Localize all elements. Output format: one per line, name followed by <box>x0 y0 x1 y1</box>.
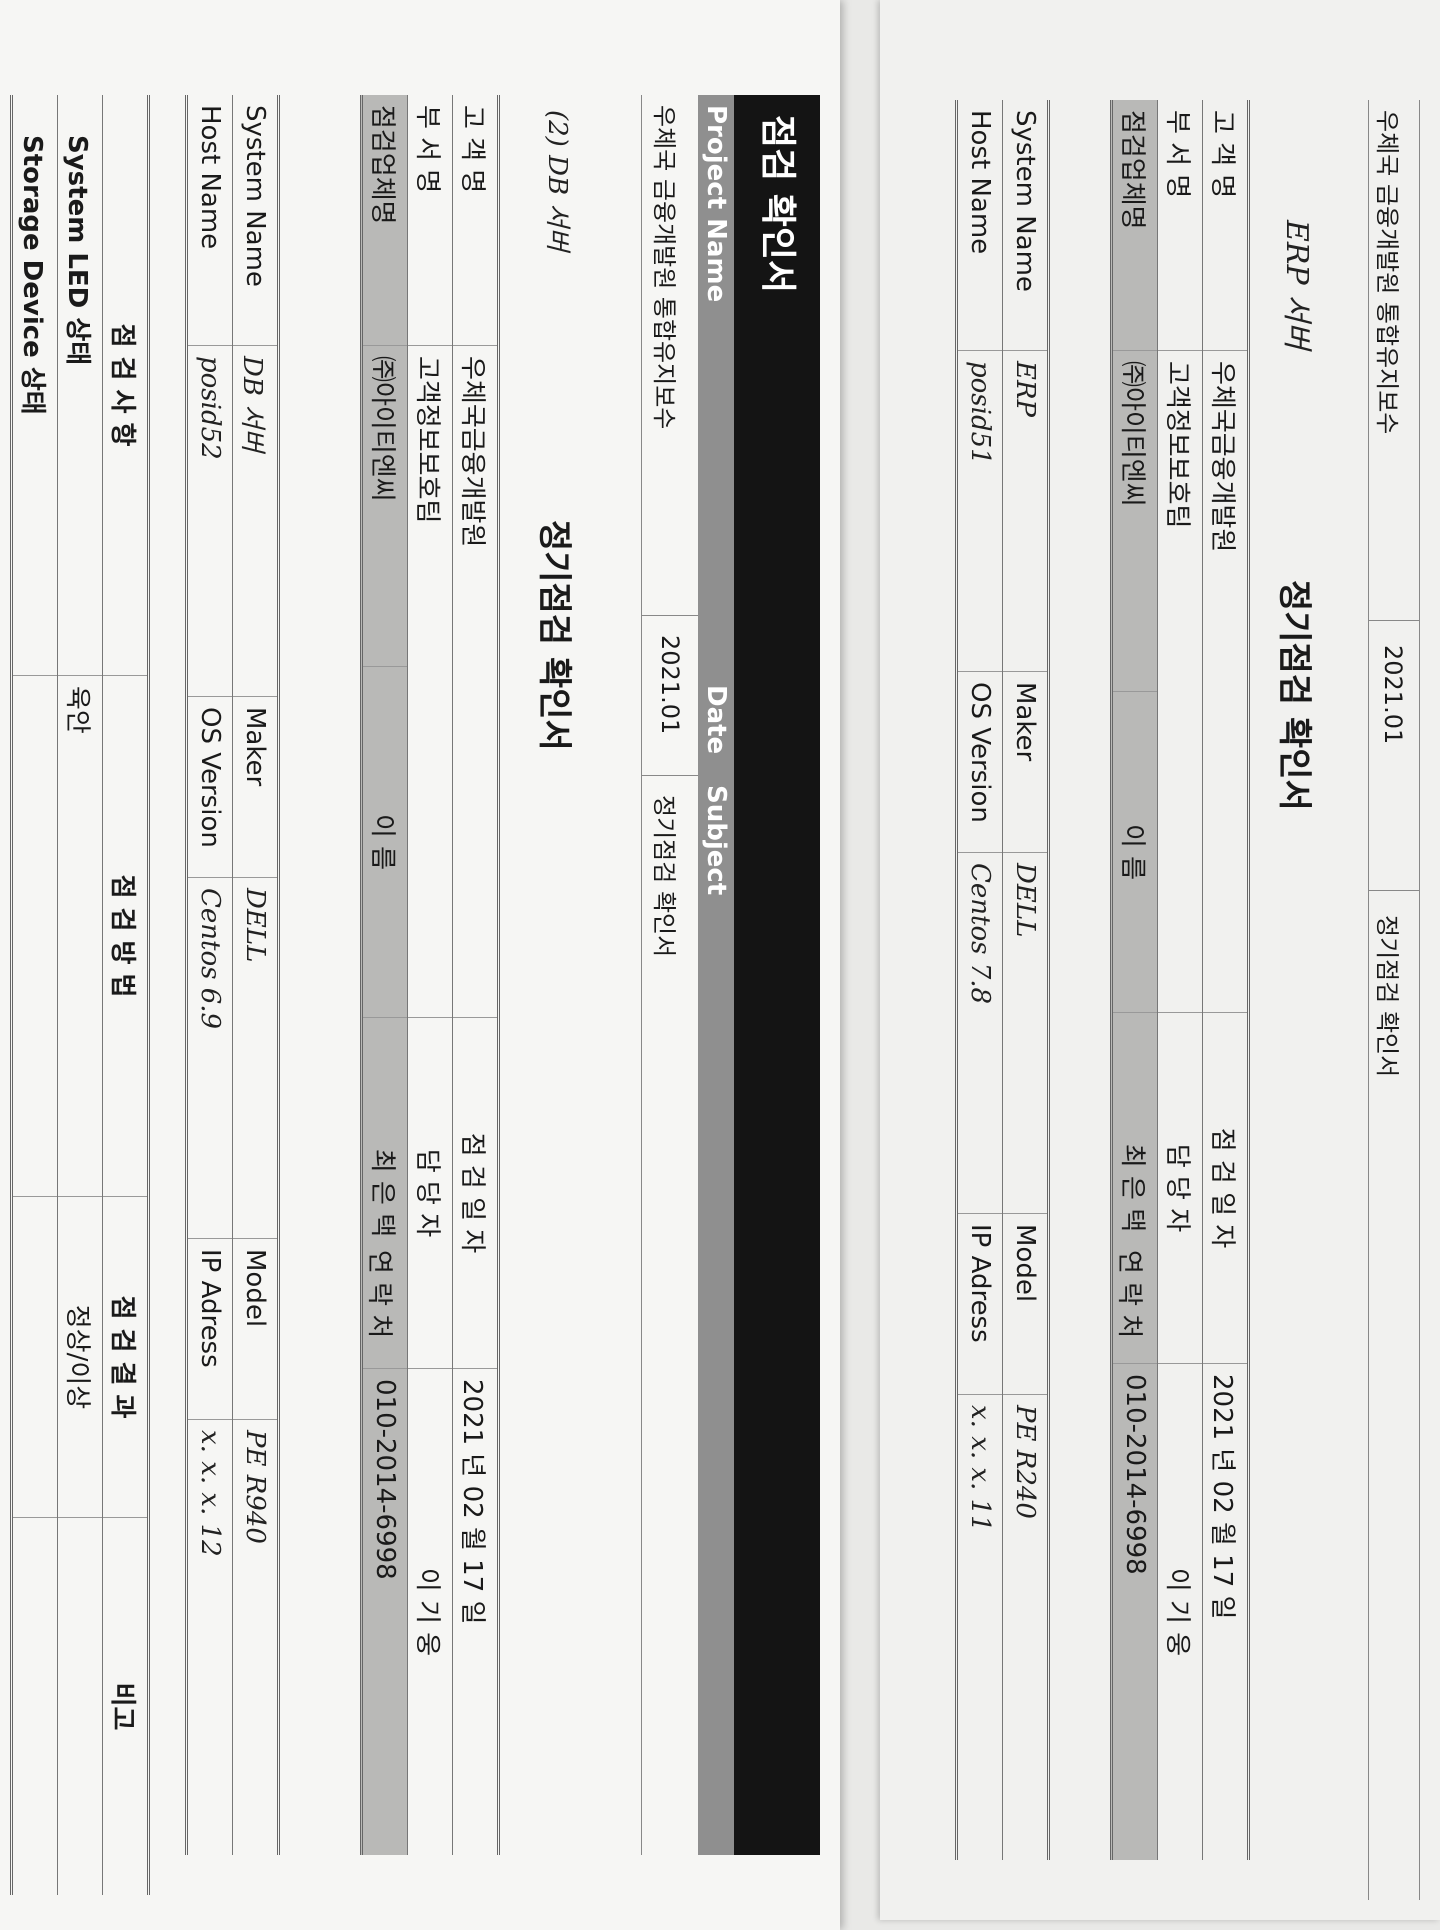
col-project-name: Project Name <box>701 105 731 303</box>
date-value: 2021.01 <box>656 635 684 735</box>
system-info-table: System Name ERP Maker DELL Model PE R240 Host… <box>955 100 1050 1860</box>
col-subject: Subject <box>701 785 731 896</box>
label-os-version: OS Version <box>186 696 233 878</box>
label-host-name: Host Name <box>956 100 1003 351</box>
check-item-led: System LED 상태 <box>57 95 103 676</box>
sheet-header-row: 우체국 금융개발원 통합유지보수 2021.01 정기점검 확인서 <box>1368 100 1420 1900</box>
header-subject: 정기점검 확인서 <box>1373 915 1401 1078</box>
label-host-name: Host Name <box>186 95 233 346</box>
project-value: 우체국 금융개발원 통합유지보수 <box>650 105 678 430</box>
label-vendor: 점검업체명 <box>1111 100 1158 351</box>
value-contact: 010-2014-6998 <box>361 1368 408 1855</box>
label-contact: 연 락 처 <box>1114 1250 1144 1339</box>
value-host-name: posid52 <box>186 345 233 697</box>
value-os-version: Centos 6.9 <box>186 877 233 1239</box>
value-maker: DELL <box>1002 852 1049 1214</box>
header-check-result: 점 검 결 과 <box>102 1196 149 1518</box>
label-system-name: System Name <box>1002 100 1049 351</box>
value-customer: 우체국금융개발원 <box>452 345 499 1018</box>
header-check-method: 점 검 방 법 <box>102 675 149 1197</box>
value-manager: 이 기 웅 <box>1157 1363 1203 1860</box>
server-label: (2) DB 서버 <box>542 110 572 252</box>
label-customer: 고 객 명 <box>452 95 499 346</box>
label-name: 이 름 <box>1111 691 1158 1013</box>
customer-info-table: 고 객 명 우체국금융개발원 점 검 일 자 2021 년 02 월 17 일 부 서… <box>360 95 500 1855</box>
label-model: Model <box>1002 1213 1049 1395</box>
col-date: Date <box>701 685 731 755</box>
check-method-led: 육안 <box>57 675 103 1197</box>
value-os-version: Centos 7.8 <box>956 852 1003 1214</box>
value-vendor: ㈜아이티엔씨 <box>361 345 408 667</box>
check-item-storage: Storage Device 상태 <box>11 95 58 676</box>
sheet-title: 정기점검 확인서 <box>1274 580 1314 811</box>
value-inspection-date: 2021 년 02 월 17 일 <box>1202 1363 1249 1860</box>
value-ip-address: x. x. x. 11 <box>956 1394 1003 1860</box>
value-model: PE R240 <box>1002 1394 1049 1860</box>
label-ip-address: IP Adress <box>186 1238 233 1420</box>
label-vendor: 점검업체명 <box>361 95 408 346</box>
subject-value: 정기점검 확인서 <box>650 795 678 958</box>
value-ip-address: x. x. x. 12 <box>186 1419 233 1855</box>
server-label: ERP 서버 <box>1279 220 1314 350</box>
db-inspection-sheet: 점검 확인서 Project Name Date Subject 우체국 금융개… <box>0 0 840 1930</box>
label-department: 부 서 명 <box>407 95 453 346</box>
label-name: 이 름 <box>361 666 408 1018</box>
value-maker: DELL <box>232 877 279 1239</box>
label-model: Model <box>232 1238 279 1420</box>
value-inspection-date: 2021 년 02 월 17 일 <box>452 1368 499 1855</box>
customer-info-table: 고 객 명 우체국금융개발원 점 검 일 자 2021 년 02 월 17 일 부 서… <box>1110 100 1250 1860</box>
label-os-version: OS Version <box>956 671 1003 853</box>
system-info-table: System Name DB 서버 Maker DELL Model PE R940 Ho… <box>185 95 280 1855</box>
label-maker: Maker <box>1002 671 1049 853</box>
value-host-name: posid51 <box>956 350 1003 672</box>
label-maker: Maker <box>232 696 279 878</box>
label-manager: 담 당 자 <box>1157 1012 1203 1364</box>
label-system-name: System Name <box>232 95 279 346</box>
header-remarks: 비고 <box>102 1517 149 1895</box>
value-department: 고객정보보호팀 <box>1157 350 1203 1013</box>
label-ip-address: IP Adress <box>956 1213 1003 1395</box>
label-contact: 연 락 처 <box>364 1250 394 1339</box>
value-contact: 010-2014-6998 <box>1111 1363 1158 1860</box>
erp-inspection-sheet: 우체국 금융개발원 통합유지보수 2021.01 정기점검 확인서 ERP 서버… <box>880 0 1440 1920</box>
header-date: 2021.01 <box>1379 645 1407 745</box>
check-result-led: 정상/이상 <box>57 1196 103 1518</box>
project-row: 우체국 금융개발원 통합유지보수 2021.01 정기점검 확인서 <box>641 95 698 1855</box>
label-customer: 고 객 명 <box>1202 100 1249 351</box>
label-manager: 담 당 자 <box>407 1017 453 1369</box>
value-department: 고객정보보호팀 <box>407 345 453 1018</box>
label-inspection-date: 점 검 일 자 <box>1202 1012 1249 1364</box>
sheet-title: 정기점검 확인서 <box>534 520 574 751</box>
banner: 점검 확인서 <box>734 95 820 1855</box>
value-system-name: DB 서버 <box>232 345 279 697</box>
value-manager: 이 기 웅 <box>407 1368 453 1855</box>
label-department: 부 서 명 <box>1157 100 1203 351</box>
column-header-bar: Project Name Date Subject <box>698 95 734 1855</box>
value-system-name: ERP <box>1002 350 1049 672</box>
project-name: 우체국 금융개발원 통합유지보수 <box>1373 110 1401 435</box>
header-check-item: 점 검 사 항 <box>102 95 149 676</box>
value-customer: 우체국금융개발원 <box>1202 350 1249 1013</box>
value-vendor: ㈜아이티엔씨 <box>1111 350 1158 692</box>
value-model: PE R940 <box>232 1419 279 1855</box>
label-inspection-date: 점 검 일 자 <box>452 1017 499 1369</box>
